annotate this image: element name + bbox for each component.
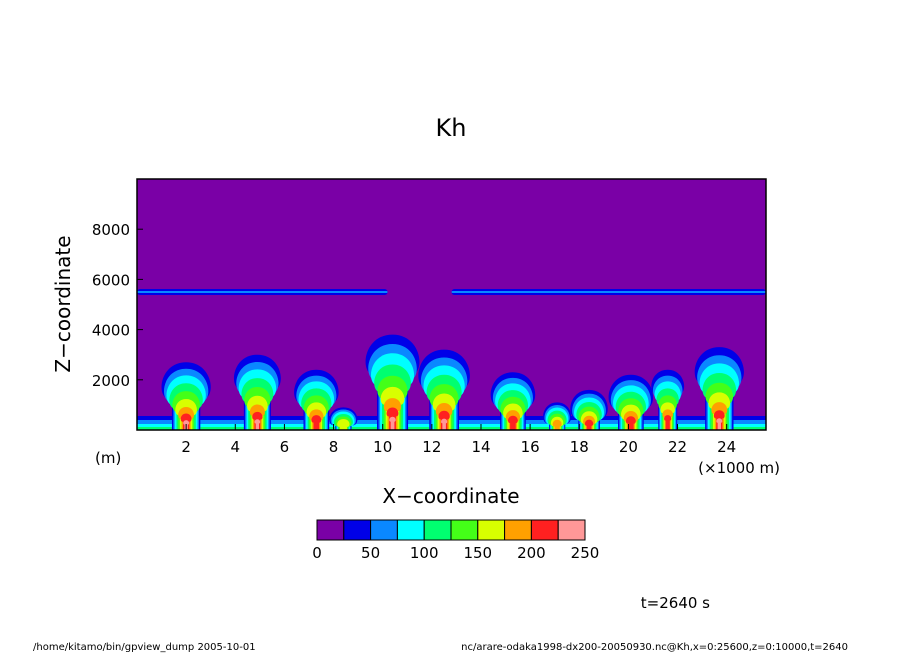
y-unit-label: (m) xyxy=(95,449,121,467)
colorbar-swatch xyxy=(530,519,559,541)
x-tick-label: 16 xyxy=(521,438,540,456)
y-axis: 2000 4000 6000 8000 xyxy=(92,221,143,390)
footer-left: /home/kitamo/bin/gpview_dump 2005-10-01 xyxy=(33,642,256,653)
colorbar-tick-label: 150 xyxy=(463,544,492,562)
x-tick-label: 18 xyxy=(570,438,589,456)
x-unit-label: (×1000 m) xyxy=(698,459,780,477)
plume-contour xyxy=(716,418,723,430)
colorbar-swatch xyxy=(423,519,452,541)
colorbar-tick-label: 50 xyxy=(361,544,380,562)
colorbar-swatch xyxy=(396,519,425,541)
colorbar-swatch xyxy=(477,519,506,541)
x-axis: 2 4 6 8 10 12 14 16 18 20 22 24 xyxy=(181,424,736,456)
x-tick-label: 4 xyxy=(231,438,241,456)
colorbar: 0 50 100 150 200 250 xyxy=(312,519,600,562)
plume-contour xyxy=(337,418,350,430)
plume-contour xyxy=(508,415,518,430)
plume-contour xyxy=(441,418,448,430)
chart-title: Kh xyxy=(436,114,467,142)
y-tick-label: 8000 xyxy=(92,221,130,239)
layer-band-core xyxy=(451,290,766,293)
colorbar-swatch xyxy=(450,519,479,541)
x-tick-label: 6 xyxy=(280,438,290,456)
colorbar-tick-label: 100 xyxy=(410,544,439,562)
colorbar-tick-label: 200 xyxy=(517,544,546,562)
plume-contour xyxy=(552,419,562,430)
colorbar-tick-label: 250 xyxy=(571,544,600,562)
y-tick-label: 6000 xyxy=(92,271,130,289)
x-tick-label: 14 xyxy=(471,438,490,456)
colorbar-swatch xyxy=(343,519,372,541)
colorbar-swatch xyxy=(504,519,532,541)
plume-contour xyxy=(584,419,594,430)
layer-band-core xyxy=(137,290,388,293)
x-tick-label: 20 xyxy=(619,438,638,456)
colorbar-swatch xyxy=(316,519,345,541)
colorbar-swatch xyxy=(557,519,586,541)
footer-right: nc/arare-odaka1998-dx200-20050930.nc@Kh,… xyxy=(461,642,848,653)
y-tick-label: 4000 xyxy=(92,322,130,340)
y-axis-label: Z−coordinate xyxy=(51,235,75,372)
x-tick-label: 8 xyxy=(329,438,339,456)
x-tick-label: 2 xyxy=(181,438,191,456)
x-tick-label: 24 xyxy=(717,438,736,456)
x-tick-label: 22 xyxy=(668,438,687,456)
contour-field xyxy=(137,288,766,430)
plume-contour xyxy=(389,416,396,430)
y-tick-label: 2000 xyxy=(92,372,130,390)
plume-contour xyxy=(254,419,261,430)
colorbar-tick-label: 0 xyxy=(312,544,322,562)
colorbar-swatch xyxy=(370,519,398,541)
x-tick-label: 12 xyxy=(422,438,441,456)
x-tick-label: 10 xyxy=(373,438,392,456)
plot-frame xyxy=(136,178,767,431)
time-label: t=2640 s xyxy=(641,594,710,612)
x-axis-label: X−coordinate xyxy=(382,484,519,508)
plume-contour xyxy=(311,415,322,430)
plot-area xyxy=(136,178,767,431)
plume-contour xyxy=(664,415,672,430)
